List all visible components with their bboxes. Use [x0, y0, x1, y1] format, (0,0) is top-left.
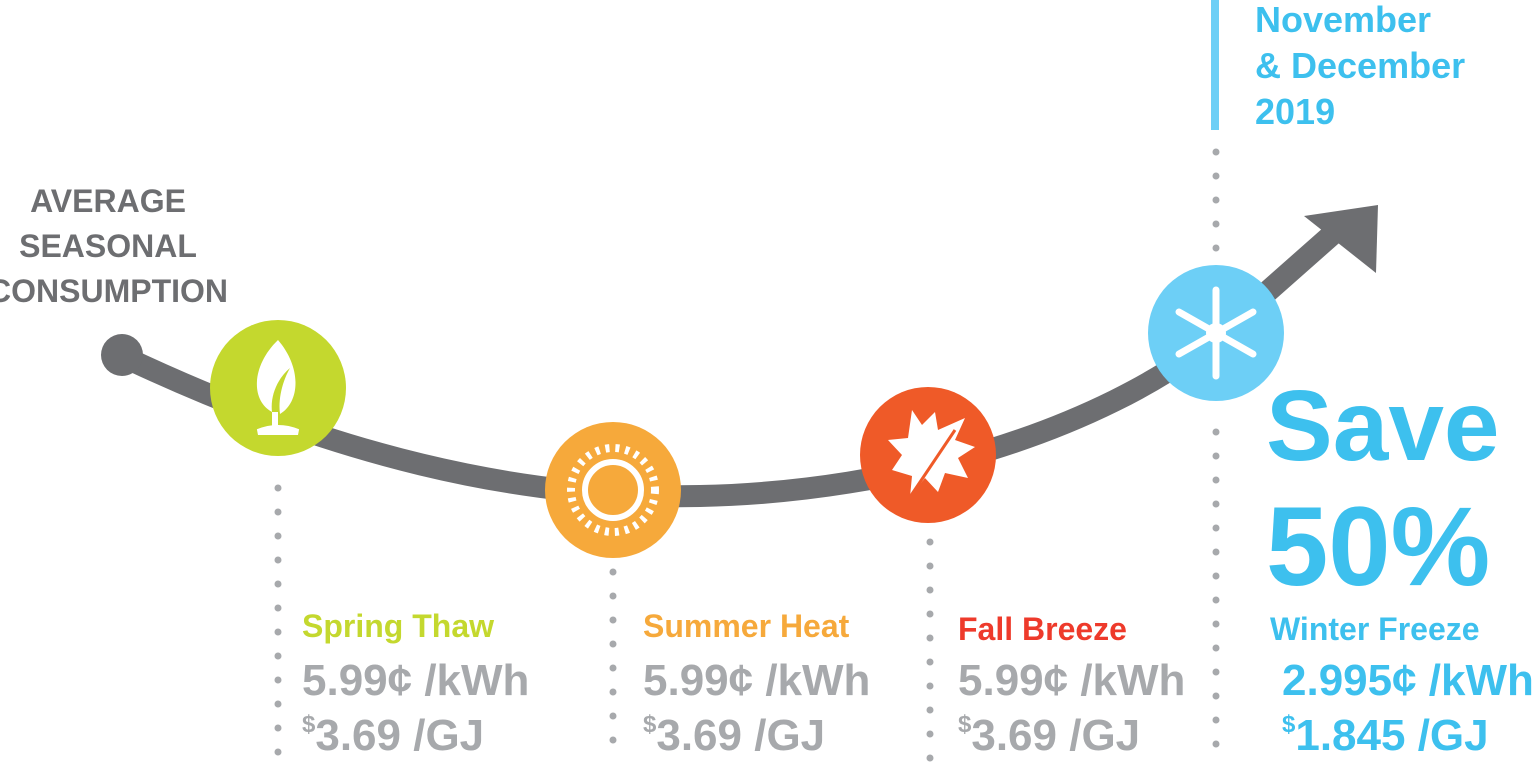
gas-rate: 3.69 /GJ — [971, 711, 1140, 760]
season-name: Summer Heat — [643, 608, 850, 644]
period-line: November — [1255, 0, 1431, 40]
period-line: & December — [1255, 45, 1465, 86]
season-name: Winter Freeze — [1270, 611, 1480, 647]
electricity-rate: 5.99¢ /kWh — [302, 656, 529, 705]
gas-rate-line: $3.69 /GJ — [643, 711, 825, 760]
gas-currency: $ — [302, 711, 316, 738]
dotted-guides — [274, 148, 1220, 764]
curve-start — [101, 334, 143, 376]
electricity-rate: 5.99¢ /kWh — [643, 656, 870, 705]
season-name: Fall Breeze — [958, 611, 1127, 647]
gas-currency: $ — [958, 711, 972, 738]
electricity-rate: 5.99¢ /kWh — [958, 656, 1185, 705]
title-line: AVERAGE — [30, 183, 186, 219]
gas-rate-line: $3.69 /GJ — [302, 711, 484, 760]
electricity-rate: 2.995¢ /kWh — [1282, 656, 1534, 705]
summer-icon — [545, 422, 681, 558]
title-block: AVERAGE SEASONAL CONSUMPTION — [0, 183, 228, 309]
gas-rate: 1.845 /GJ — [1295, 711, 1488, 760]
title-line: SEASONAL — [19, 228, 197, 264]
gas-currency: $ — [1282, 711, 1296, 738]
gas-rate: 3.69 /GJ — [315, 711, 484, 760]
spring-icon — [210, 320, 346, 456]
period-block: November & December 2019 — [1255, 0, 1465, 132]
fall-icon — [860, 387, 996, 523]
gas-rate: 3.69 /GJ — [656, 711, 825, 760]
gas-rate-line: $3.69 /GJ — [958, 711, 1140, 760]
gas-currency: $ — [643, 711, 657, 738]
period-line: 2019 — [1255, 91, 1335, 132]
period-bar — [1211, 0, 1219, 130]
promo-percent: 50% — [1266, 484, 1490, 609]
winter-icon — [1148, 265, 1284, 401]
title-line: CONSUMPTION — [0, 273, 228, 309]
arrow-head — [1304, 205, 1378, 273]
gas-rate-line: $1.845 /GJ — [1282, 711, 1489, 760]
season-name: Spring Thaw — [302, 608, 494, 644]
season-labels: Spring Thaw 5.99¢ /kWh $3.69 /GJ Summer Hea… — [302, 608, 1534, 760]
promo-save: Save — [1266, 370, 1500, 482]
